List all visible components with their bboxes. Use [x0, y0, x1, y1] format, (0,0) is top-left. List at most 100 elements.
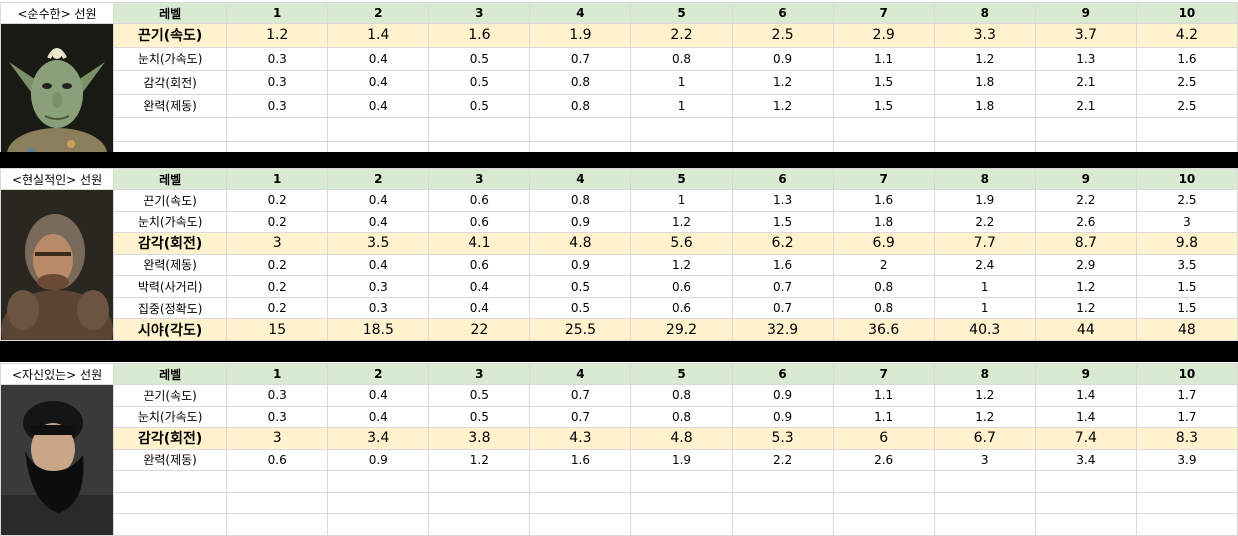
stat-value: 40.3 — [933, 318, 1036, 341]
level-column-header: 9 — [1034, 363, 1137, 385]
stat-value: 3 — [1135, 210, 1238, 234]
stat-value: 22 — [428, 318, 531, 341]
empty-cell — [832, 513, 935, 536]
level-column-header: 3 — [428, 168, 531, 190]
stat-value: 2.9 — [1034, 253, 1137, 277]
stat-value: 0.4 — [327, 384, 430, 407]
stat-row: 시야(각도) 15 18.5 22 25.5 29.2 32.9 36.6 40.3 44 48 — [1, 318, 1238, 341]
stat-value: 1.9 — [529, 23, 632, 48]
level-column-header: 4 — [529, 2, 632, 24]
stat-value: 6 — [832, 427, 935, 450]
stat-value: 3 — [933, 448, 1036, 472]
empty-cell — [327, 117, 430, 142]
stat-value: 1.7 — [1135, 405, 1238, 429]
empty-cell — [226, 513, 329, 536]
stat-value: 0.2 — [226, 210, 329, 234]
stat-value: 2.5 — [1135, 189, 1238, 212]
level-column-header: 5 — [630, 363, 733, 385]
section-divider — [0, 152, 1238, 168]
stat-value: 0.7 — [529, 405, 632, 429]
level-column-header: 6 — [731, 168, 834, 190]
stat-value: 1.6 — [428, 23, 531, 48]
stat-value: 1.2 — [933, 46, 1036, 71]
level-column-header: 9 — [1034, 168, 1137, 190]
level-column-header: 7 — [832, 168, 935, 190]
stat-value: 0.3 — [327, 275, 430, 298]
stat-value: 1.2 — [1034, 275, 1137, 298]
stat-value: 0.6 — [630, 296, 733, 320]
stat-value: 0.4 — [327, 93, 430, 118]
stat-row: 완력(제동) 0.2 0.4 0.6 0.9 1.2 1.6 2 2.4 2.9 3.5 — [1, 253, 1238, 277]
empty-row — [1, 470, 1238, 493]
stat-row: 감각(회전) 0.3 0.4 0.5 0.8 1 1.2 1.5 1.8 2.1 2.5 — [1, 70, 1238, 95]
empty-cell — [731, 491, 834, 515]
stat-value: 3 — [226, 427, 329, 450]
stat-row: 완력(제동) 0.3 0.4 0.5 0.8 1 1.2 1.5 1.8 2.1 2.5 — [1, 93, 1238, 118]
stat-value: 0.9 — [529, 210, 632, 234]
stat-value: 0.3 — [226, 93, 329, 118]
section-title: <현실적인> 선원 — [0, 168, 115, 190]
empty-cell — [1034, 470, 1137, 493]
stat-row: 눈치(가속도) 0.2 0.4 0.6 0.9 1.2 1.5 1.8 2.2 2.6 3 — [1, 210, 1238, 234]
stat-value: 4.8 — [529, 232, 632, 255]
stat-value: 3.4 — [327, 427, 430, 450]
goblin-sailor-portrait-image — [1, 24, 113, 164]
level-column-header: 5 — [630, 2, 733, 24]
empty-cell — [1135, 117, 1238, 142]
stat-value: 0.3 — [226, 384, 329, 407]
level-column-header: 2 — [327, 2, 430, 24]
empty-cell — [630, 491, 733, 515]
header-row: <현실적인> 선원 레벨 1 2 3 4 5 6 7 8 9 10 — [0, 168, 1238, 190]
empty-cell — [428, 491, 531, 515]
stat-value: 0.2 — [226, 296, 329, 320]
stat-value: 3.9 — [1135, 448, 1238, 472]
black-bearded-sailor-portrait — [0, 384, 115, 536]
stat-value: 2.2 — [630, 23, 733, 48]
section-divider — [0, 341, 1238, 362]
stat-value: 1.5 — [832, 70, 935, 95]
stat-value: 4.2 — [1135, 23, 1238, 48]
stat-value: 4.8 — [630, 427, 733, 450]
stat-name: 완력(제동) — [113, 448, 228, 472]
stat-value: 0.7 — [529, 384, 632, 407]
stat-value: 0.8 — [630, 46, 733, 71]
stat-value: 3.4 — [1034, 448, 1137, 472]
level-column-header: 8 — [933, 363, 1036, 385]
empty-cell — [832, 491, 935, 515]
stat-value: 2.4 — [933, 253, 1036, 277]
stat-row: 끈기(속도) 0.2 0.4 0.6 0.8 1 1.3 1.6 1.9 2.2 2.5 — [0, 189, 1238, 341]
stat-value: 0.9 — [327, 448, 430, 472]
stat-name: 시야(각도) — [113, 318, 228, 341]
sailor-table-pure: <순수한> 선원 레벨 1 2 3 4 5 6 7 8 9 10 끈기(속도) 1.2 1.4 1.6 1.9… — [0, 2, 1238, 165]
level-column-header: 1 — [226, 168, 329, 190]
stat-value: 1.2 — [226, 23, 329, 48]
stat-value: 2 — [832, 253, 935, 277]
empty-cell — [428, 513, 531, 536]
black-bearded-sailor-portrait-image — [1, 385, 113, 535]
level-column-header: 10 — [1135, 363, 1238, 385]
bearded-hooded-sailor-portrait-image — [1, 190, 113, 340]
stat-value: 8.7 — [1034, 232, 1137, 255]
stat-value: 44 — [1034, 318, 1137, 341]
header-row: <순수한> 선원 레벨 1 2 3 4 5 6 7 8 9 10 — [0, 2, 1238, 24]
stat-value: 0.8 — [832, 296, 935, 320]
level-column-header: 8 — [933, 168, 1036, 190]
stat-value: 1.8 — [832, 210, 935, 234]
stat-value: 3.7 — [1034, 23, 1137, 48]
stat-name: 감각(회전) — [113, 232, 228, 255]
empty-row — [1, 513, 1238, 536]
level-column-header: 4 — [529, 168, 632, 190]
stat-name: 감각(회전) — [113, 427, 228, 450]
stat-value: 0.6 — [630, 275, 733, 298]
stat-name: 완력(제동) — [113, 253, 228, 277]
stat-value: 2.5 — [731, 23, 834, 48]
stat-value: 1 — [630, 189, 733, 212]
stat-row: 완력(제동) 0.6 0.9 1.2 1.6 1.9 2.2 2.6 3 3.4 3.9 — [1, 448, 1238, 472]
empty-cell — [226, 491, 329, 515]
stat-value: 1.4 — [1034, 384, 1137, 407]
stat-value: 1.7 — [1135, 384, 1238, 407]
stat-name: 감각(회전) — [113, 70, 228, 95]
stat-value: 48 — [1135, 318, 1238, 341]
stat-name: 집중(정확도) — [113, 296, 228, 320]
